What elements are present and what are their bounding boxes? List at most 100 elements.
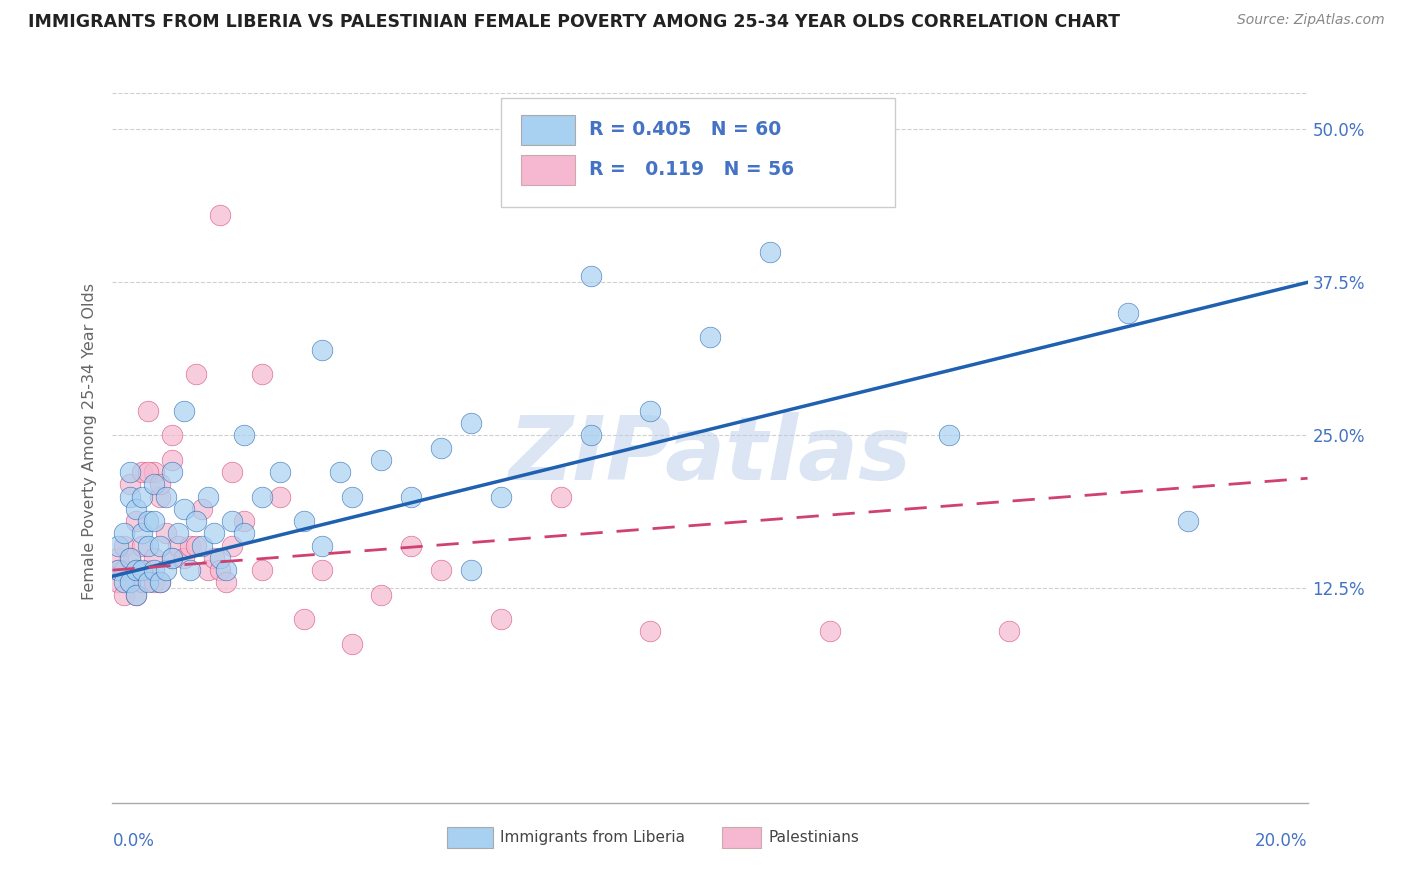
Point [149, 490, 172, 504]
Point [579, 269, 602, 284]
Point [460, 416, 482, 430]
Point [138, 514, 160, 528]
Point [215, 575, 238, 590]
Point [1118, 306, 1140, 320]
Point [162, 550, 183, 565]
Point [138, 575, 160, 590]
Point [143, 563, 166, 577]
Point [269, 465, 291, 479]
Point [340, 490, 363, 504]
Point [292, 612, 315, 626]
Point [162, 550, 183, 565]
Point [138, 539, 160, 553]
Point [149, 575, 172, 590]
Point [167, 526, 190, 541]
Point [460, 563, 482, 577]
Point [579, 428, 602, 442]
Text: 20.0%: 20.0% [1256, 831, 1308, 850]
Point [173, 550, 195, 565]
Point [311, 343, 333, 357]
Point [197, 490, 219, 504]
Point [191, 502, 214, 516]
Point [489, 490, 512, 504]
Point [114, 526, 135, 541]
Point [233, 428, 256, 442]
Point [233, 514, 256, 528]
Point [209, 550, 232, 565]
Point [699, 330, 721, 344]
Point [125, 563, 148, 577]
Point [1177, 514, 1199, 528]
Point [186, 367, 208, 381]
Point [202, 526, 225, 541]
Point [221, 539, 243, 553]
Point [114, 588, 135, 602]
Point [143, 575, 166, 590]
Point [149, 477, 172, 491]
Point [143, 550, 166, 565]
Point [107, 563, 129, 577]
Point [401, 539, 423, 553]
Point [120, 550, 142, 565]
Point [149, 539, 172, 553]
Point [155, 526, 177, 541]
Point [162, 428, 183, 442]
Point [107, 539, 129, 553]
Point [269, 490, 291, 504]
Point [114, 563, 135, 577]
Point [370, 453, 392, 467]
Point [311, 563, 333, 577]
Point [550, 490, 572, 504]
Text: 0.0%: 0.0% [112, 831, 155, 850]
Point [120, 575, 142, 590]
Point [250, 490, 273, 504]
Point [329, 465, 352, 479]
Text: Palestinians: Palestinians [769, 830, 859, 845]
Point [114, 539, 135, 553]
Bar [447, 828, 492, 847]
Point [107, 563, 129, 577]
Point [155, 490, 177, 504]
Point [138, 404, 160, 418]
Bar [522, 154, 575, 185]
Point [120, 550, 142, 565]
Point [818, 624, 841, 639]
Point [125, 502, 148, 516]
Point [998, 624, 1021, 639]
Point [209, 563, 232, 577]
Point [191, 539, 214, 553]
Point [125, 563, 148, 577]
Y-axis label: Female Poverty Among 25-34 Year Olds: Female Poverty Among 25-34 Year Olds [82, 283, 97, 600]
Bar [522, 115, 575, 145]
Text: Immigrants from Liberia: Immigrants from Liberia [499, 830, 685, 845]
Point [162, 453, 183, 467]
Point [107, 575, 129, 590]
Point [125, 588, 148, 602]
Point [173, 502, 195, 516]
Point [209, 208, 232, 222]
Point [311, 539, 333, 553]
Point [162, 465, 183, 479]
Point [167, 539, 190, 553]
Point [186, 514, 208, 528]
Point [125, 588, 148, 602]
Point [430, 563, 453, 577]
Text: Source: ZipAtlas.com: Source: ZipAtlas.com [1237, 13, 1385, 28]
Point [149, 575, 172, 590]
Point [131, 526, 153, 541]
Point [640, 404, 662, 418]
Point [120, 465, 142, 479]
Point [120, 477, 142, 491]
Point [138, 563, 160, 577]
Text: IMMIGRANTS FROM LIBERIA VS PALESTINIAN FEMALE POVERTY AMONG 25-34 YEAR OLDS CORR: IMMIGRANTS FROM LIBERIA VS PALESTINIAN F… [28, 13, 1121, 31]
Text: R = 0.405   N = 60: R = 0.405 N = 60 [589, 120, 782, 139]
Point [221, 514, 243, 528]
Point [370, 588, 392, 602]
Point [173, 404, 195, 418]
Point [120, 490, 142, 504]
Point [131, 465, 153, 479]
Point [138, 465, 160, 479]
Point [155, 563, 177, 577]
Point [759, 244, 782, 259]
Bar [723, 828, 762, 847]
